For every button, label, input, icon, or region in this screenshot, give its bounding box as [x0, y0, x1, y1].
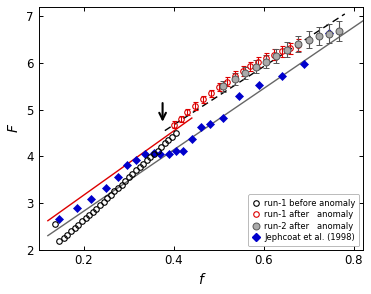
Y-axis label: F: F — [7, 124, 21, 132]
X-axis label: f: f — [198, 273, 203, 287]
Legend: run-1 before anomaly, run-1 after   anomaly, run-2 after   anomaly, Jephcoat et : run-1 before anomaly, run-1 after anomal… — [248, 194, 359, 246]
